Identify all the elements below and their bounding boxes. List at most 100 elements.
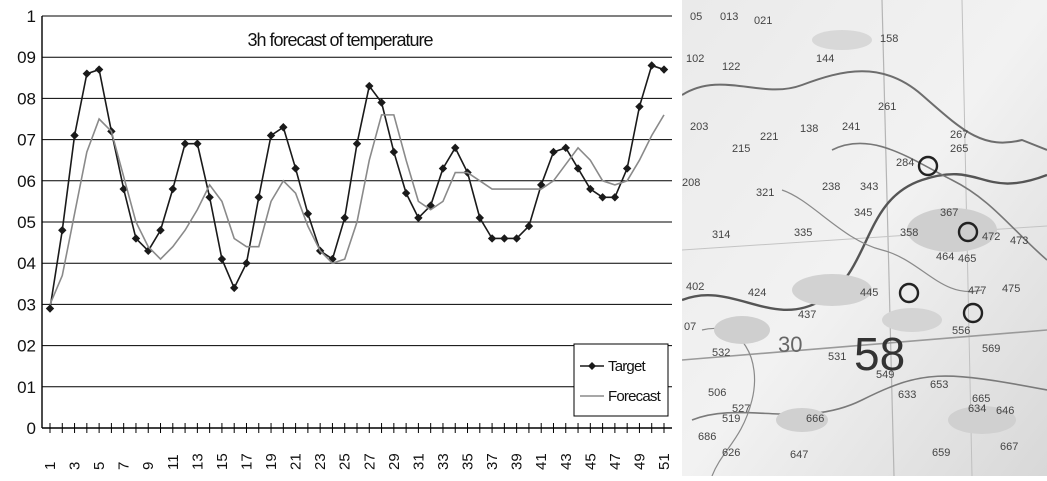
map-lake <box>812 30 872 50</box>
map-elevation-label: 05 <box>690 11 702 23</box>
station-marker <box>962 302 984 324</box>
data-point-target <box>586 184 595 194</box>
data-point-target <box>389 147 399 157</box>
data-point-target <box>598 193 607 202</box>
legend-label-forecast: Forecast <box>608 388 662 405</box>
x-tick-label: 11 <box>165 454 182 470</box>
data-point-target <box>610 193 620 202</box>
map-lake <box>792 274 872 306</box>
y-tick-label: 02 <box>17 337 36 356</box>
map-elevation-label: 473 <box>1010 235 1028 247</box>
data-point-target <box>230 283 239 293</box>
legend-marker <box>588 362 596 370</box>
map-elevation-label: 335 <box>794 227 812 239</box>
data-point-target <box>561 143 570 153</box>
map-elevation-label: 653 <box>930 379 948 391</box>
map-elevation-label: 267 <box>950 129 968 141</box>
map-elevation-label: 633 <box>898 389 916 401</box>
x-tick-label: 9 <box>140 462 157 470</box>
series-line-target <box>49 64 665 309</box>
data-point-target <box>549 147 558 157</box>
legend-box <box>573 343 669 417</box>
map-elevation-label: 241 <box>842 121 860 133</box>
map-elevation-label: 215 <box>732 143 750 155</box>
map-elevation-label: 261 <box>878 101 896 113</box>
data-point-target <box>352 139 362 148</box>
x-tick-label: 19 <box>263 453 280 470</box>
map-elevation-label: 531 <box>828 351 846 363</box>
map-grid-line <box>681 329 1047 361</box>
map-elevation-label: 367 <box>940 207 958 219</box>
y-tick-label: 1 <box>27 7 36 26</box>
data-point-target <box>401 188 411 198</box>
map-elevation-label: 477 <box>968 285 986 297</box>
map-elevation-label: 659 <box>932 447 950 459</box>
x-tick-label: 35 <box>460 453 477 470</box>
data-point-target <box>475 213 484 223</box>
x-tick-label: 27 <box>361 453 378 470</box>
map-elevation-label: 221 <box>760 131 778 143</box>
x-tick-label: 37 <box>484 453 501 470</box>
data-point-target <box>291 164 300 173</box>
x-tick-label: 49 <box>631 453 648 470</box>
y-tick-label: 05 <box>17 213 36 232</box>
map-elevation-label: 358 <box>900 227 918 239</box>
legend-label-target: Target <box>608 358 647 375</box>
map-lake <box>714 316 770 344</box>
map-elevation-label: 475 <box>1002 283 1020 295</box>
map-elevation-label: 665 <box>972 393 990 405</box>
x-tick-label: 1 <box>42 462 59 470</box>
map-elevation-label: 021 <box>754 15 772 27</box>
data-point-target <box>635 102 644 111</box>
data-point-target <box>365 81 374 91</box>
map-elevation-label: 634 <box>968 403 986 415</box>
map-grid-number-small: 30 <box>778 332 802 357</box>
map-elevation-label: 208 <box>682 177 700 189</box>
data-point-target <box>659 65 669 74</box>
data-point-target <box>168 184 177 194</box>
map-elevation-label: 437 <box>798 309 816 321</box>
data-point-target <box>45 304 55 313</box>
data-point-target <box>438 164 448 173</box>
data-point-target <box>156 226 165 235</box>
x-tick-label: 17 <box>238 453 255 470</box>
map-elevation-label: 284 <box>896 157 914 169</box>
series-line-forecast <box>49 114 665 305</box>
y-tick-label: 0 <box>27 419 36 438</box>
station-marker <box>898 282 920 304</box>
data-point-target <box>254 193 263 202</box>
map-elevation-label: 345 <box>854 207 872 219</box>
data-point-target <box>82 69 92 78</box>
map-contour <box>781 189 983 293</box>
station-marker <box>917 155 939 177</box>
data-point-target <box>279 123 288 132</box>
x-tick-label: 3 <box>67 462 84 470</box>
station-marker <box>957 221 979 243</box>
data-point-target <box>340 213 349 223</box>
map-grid-line <box>881 0 895 477</box>
data-point-target <box>242 259 251 268</box>
data-point-target <box>573 164 583 173</box>
map-elevation-label: 321 <box>756 187 774 199</box>
map-elevation-label: 532 <box>712 347 730 359</box>
x-tick-label: 39 <box>509 453 526 470</box>
map-elevation-label: 472 <box>982 231 1000 243</box>
map-elevation-label: 686 <box>698 431 716 443</box>
data-point-target <box>414 213 423 223</box>
topographic-map: 05 013 021 158 102 122 144 203 221 138 261 241 267 26… <box>681 0 1047 477</box>
y-tick-label: 06 <box>17 172 36 191</box>
y-tick-label: 08 <box>17 89 36 108</box>
x-tick-label: 29 <box>386 453 403 470</box>
data-point-target <box>303 209 313 218</box>
map-grid-number: 58 <box>854 328 905 380</box>
map-contour <box>831 142 1047 261</box>
data-point-target <box>377 98 386 107</box>
x-tick-label: 5 <box>91 462 108 470</box>
y-tick-label: 09 <box>17 48 36 67</box>
map-elevation-label: 646 <box>996 405 1014 417</box>
x-tick-label: 47 <box>607 453 624 470</box>
x-tick-label: 23 <box>312 453 329 470</box>
map-elevation-label: 138 <box>800 123 818 135</box>
x-tick-label: 33 <box>435 453 452 470</box>
